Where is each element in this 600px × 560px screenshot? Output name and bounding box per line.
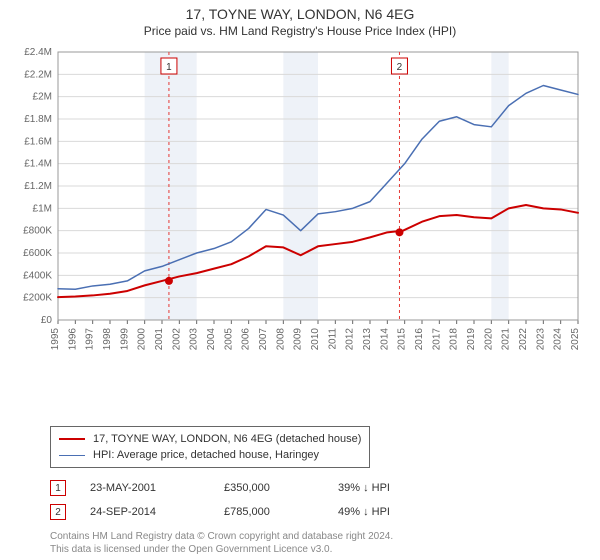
svg-text:2003: 2003 xyxy=(189,328,200,351)
legend-item: 17, TOYNE WAY, LONDON, N6 4EG (detached … xyxy=(59,431,361,447)
svg-text:2013: 2013 xyxy=(362,328,373,351)
svg-text:£800K: £800K xyxy=(23,226,52,237)
attribution: Contains HM Land Registry data © Crown c… xyxy=(10,524,590,556)
svg-text:£1.4M: £1.4M xyxy=(24,159,52,170)
svg-text:2001: 2001 xyxy=(154,328,165,351)
svg-text:2014: 2014 xyxy=(379,328,390,351)
marker-row: 2 24-SEP-2014 £785,000 49% ↓ HPI xyxy=(50,500,590,524)
svg-text:2008: 2008 xyxy=(275,328,286,351)
legend-label: 17, TOYNE WAY, LONDON, N6 4EG (detached … xyxy=(93,433,361,445)
svg-text:£0: £0 xyxy=(41,315,53,326)
svg-text:£400K: £400K xyxy=(23,270,52,281)
svg-text:2: 2 xyxy=(397,62,403,73)
marker-date: 23-MAY-2001 xyxy=(90,482,200,494)
svg-text:£1.8M: £1.8M xyxy=(24,114,52,125)
svg-text:2020: 2020 xyxy=(483,328,494,351)
marker-date: 24-SEP-2014 xyxy=(90,506,200,518)
svg-text:2012: 2012 xyxy=(345,328,356,351)
title-line-2: Price paid vs. HM Land Registry's House … xyxy=(10,24,590,38)
legend-swatch xyxy=(59,455,85,456)
legend-item: HPI: Average price, detached house, Hari… xyxy=(59,447,361,463)
legend-box: 17, TOYNE WAY, LONDON, N6 4EG (detached … xyxy=(50,426,370,468)
svg-text:1: 1 xyxy=(166,62,172,73)
svg-text:1998: 1998 xyxy=(102,328,113,351)
marker-number-box: 1 xyxy=(50,480,66,496)
svg-text:2000: 2000 xyxy=(137,328,148,351)
chart-titles: 17, TOYNE WAY, LONDON, N6 4EG Price paid… xyxy=(10,6,590,38)
svg-text:£2M: £2M xyxy=(33,92,52,103)
svg-text:£2.2M: £2.2M xyxy=(24,69,52,80)
svg-text:2025: 2025 xyxy=(570,328,581,351)
marker-price: £350,000 xyxy=(224,482,314,494)
svg-text:1997: 1997 xyxy=(85,328,96,351)
svg-text:£200K: £200K xyxy=(23,293,52,304)
chart-svg: £0 £200K £400K £600K £800K £1M £1.2M £1.4M £1.6M… xyxy=(10,44,590,364)
title-line-1: 17, TOYNE WAY, LONDON, N6 4EG xyxy=(10,6,590,22)
svg-text:2004: 2004 xyxy=(206,328,217,351)
attribution-line-1: Contains HM Land Registry data © Crown c… xyxy=(50,530,590,543)
marker-price: £785,000 xyxy=(224,506,314,518)
svg-text:2017: 2017 xyxy=(431,328,442,351)
chart-area: £0 £200K £400K £600K £800K £1M £1.2M £1.4M £1.6M… xyxy=(10,44,590,424)
svg-text:1996: 1996 xyxy=(67,328,78,351)
marker-row: 1 23-MAY-2001 £350,000 39% ↓ HPI xyxy=(50,476,590,500)
svg-text:1995: 1995 xyxy=(50,328,61,351)
svg-text:2002: 2002 xyxy=(171,328,182,351)
svg-text:2022: 2022 xyxy=(518,328,529,351)
svg-text:2010: 2010 xyxy=(310,328,321,351)
svg-text:1999: 1999 xyxy=(119,328,130,351)
legend-label: HPI: Average price, detached house, Hari… xyxy=(93,449,319,461)
svg-text:2005: 2005 xyxy=(223,328,234,351)
sale-markers-table: 1 23-MAY-2001 £350,000 39% ↓ HPI 2 24-SEP-201… xyxy=(50,476,590,524)
marker-number-box: 2 xyxy=(50,504,66,520)
svg-text:£600K: £600K xyxy=(23,248,52,259)
svg-text:2019: 2019 xyxy=(466,328,477,351)
svg-text:£2.4M: £2.4M xyxy=(24,47,52,58)
svg-text:£1.6M: £1.6M xyxy=(24,136,52,147)
svg-text:2024: 2024 xyxy=(553,328,564,351)
svg-text:2018: 2018 xyxy=(449,328,460,351)
svg-text:£1.2M: £1.2M xyxy=(24,181,52,192)
svg-text:2011: 2011 xyxy=(327,328,338,350)
marker-delta: 39% ↓ HPI xyxy=(338,482,390,494)
svg-text:2021: 2021 xyxy=(501,328,512,351)
svg-text:£1M: £1M xyxy=(33,203,52,214)
svg-text:2016: 2016 xyxy=(414,328,425,351)
attribution-line-2: This data is licensed under the Open Gov… xyxy=(50,543,590,556)
svg-text:2023: 2023 xyxy=(535,328,546,351)
marker-delta: 49% ↓ HPI xyxy=(338,506,390,518)
svg-text:2009: 2009 xyxy=(293,328,304,351)
legend-swatch xyxy=(59,438,85,440)
svg-text:2007: 2007 xyxy=(258,328,269,351)
svg-text:2015: 2015 xyxy=(397,328,408,351)
svg-text:2006: 2006 xyxy=(241,328,252,351)
